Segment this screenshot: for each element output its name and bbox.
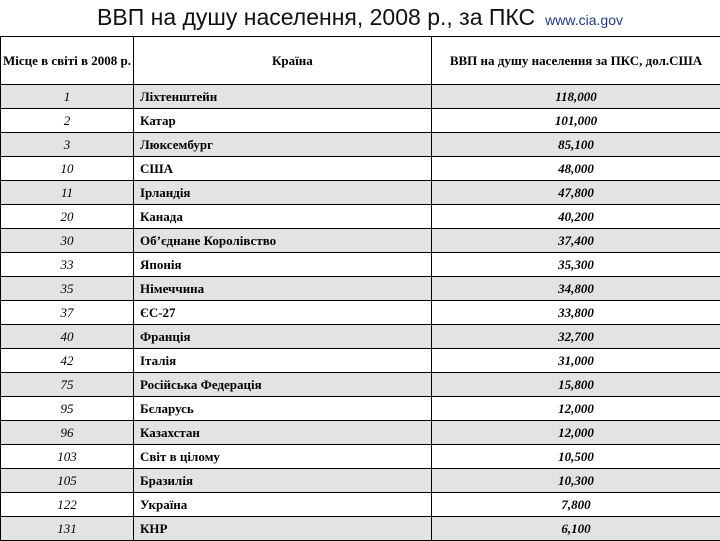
country-cell: Японія — [134, 253, 432, 277]
gdp-cell: 7,800 — [432, 493, 720, 517]
gdp-cell: 118,000 — [432, 85, 720, 109]
header-gdp: ВВП на душу населення за ПКС, дол.США — [432, 37, 720, 85]
gdp-table: Місце в світі в 2008 р. Країна ВВП на ду… — [0, 36, 720, 541]
country-cell: Казахстан — [134, 421, 432, 445]
country-cell: Ірландія — [134, 181, 432, 205]
page-title: ВВП на душу населення, 2008 р., за ПКС w… — [0, 4, 720, 38]
rank-cell: 1 — [1, 85, 134, 109]
gdp-cell: 40,200 — [432, 205, 720, 229]
rank-cell: 35 — [1, 277, 134, 301]
country-cell: Канада — [134, 205, 432, 229]
country-cell: Франція — [134, 325, 432, 349]
table-header-row: Місце в світі в 2008 р. Країна ВВП на ду… — [1, 37, 720, 85]
gdp-cell: 101,000 — [432, 109, 720, 133]
source-link[interactable]: www.cia.gov — [545, 12, 623, 28]
gdp-cell: 35,300 — [432, 253, 720, 277]
country-cell: Люксембург — [134, 133, 432, 157]
country-cell: Ліхтенштейн — [134, 85, 432, 109]
gdp-cell: 37,400 — [432, 229, 720, 253]
gdp-cell: 33,800 — [432, 301, 720, 325]
rank-cell: 3 — [1, 133, 134, 157]
header-country: Країна — [134, 37, 432, 85]
gdp-cell: 48,000 — [432, 157, 720, 181]
gdp-cell: 12,000 — [432, 421, 720, 445]
country-cell: Італія — [134, 349, 432, 373]
gdp-cell: 47,800 — [432, 181, 720, 205]
rank-cell: 30 — [1, 229, 134, 253]
country-cell: Німеччина — [134, 277, 432, 301]
rank-cell: 95 — [1, 397, 134, 421]
title-text: ВВП на душу населення, 2008 р., за ПКС — [97, 4, 535, 30]
gdp-cell: 32,700 — [432, 325, 720, 349]
gdp-cell: 12,000 — [432, 397, 720, 421]
country-cell: Бєларусь — [134, 397, 432, 421]
rank-cell: 75 — [1, 373, 134, 397]
rank-cell: 37 — [1, 301, 134, 325]
rank-cell: 105 — [1, 469, 134, 493]
country-cell: Об’єднане Королівство — [134, 229, 432, 253]
rank-cell: 2 — [1, 109, 134, 133]
gdp-cell: 34,800 — [432, 277, 720, 301]
country-cell: Світ в цілому — [134, 445, 432, 469]
rank-cell: 131 — [1, 517, 134, 541]
country-cell: Бразилія — [134, 469, 432, 493]
country-cell: Україна — [134, 493, 432, 517]
country-cell: КНР — [134, 517, 432, 541]
country-cell: ЄС-27 — [134, 301, 432, 325]
rank-cell: 33 — [1, 253, 134, 277]
gdp-cell: 85,100 — [432, 133, 720, 157]
country-cell: Катар — [134, 109, 432, 133]
rank-cell: 122 — [1, 493, 134, 517]
gdp-cell: 10,500 — [432, 445, 720, 469]
rank-cell: 42 — [1, 349, 134, 373]
rank-cell: 11 — [1, 181, 134, 205]
gdp-cell: 31,000 — [432, 349, 720, 373]
country-cell: Російська Федерація — [134, 373, 432, 397]
rank-cell: 96 — [1, 421, 134, 445]
rank-cell: 103 — [1, 445, 134, 469]
rank-cell: 10 — [1, 157, 134, 181]
gdp-cell: 6,100 — [432, 517, 720, 541]
gdp-cell: 15,800 — [432, 373, 720, 397]
header-rank: Місце в світі в 2008 р. — [1, 37, 134, 85]
gdp-cell: 10,300 — [432, 469, 720, 493]
rank-cell: 20 — [1, 205, 134, 229]
country-cell: США — [134, 157, 432, 181]
rank-cell: 40 — [1, 325, 134, 349]
